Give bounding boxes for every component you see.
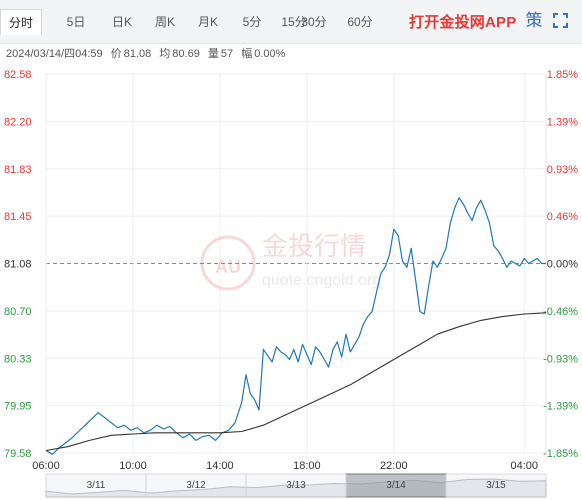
y-tick-label: 82.58 <box>4 69 32 81</box>
tab-60-min[interactable]: 60分 <box>347 15 373 29</box>
y-pct-tick-label: 0.93% <box>547 164 578 176</box>
change-value: 0.00% <box>254 48 286 60</box>
price-line <box>45 197 546 455</box>
intraday-chart[interactable]: AU 金投行情 quote.cngold.org 82.58 1.85% 82.20… <box>0 64 582 500</box>
volume-label: 量 <box>207 48 219 60</box>
y-tick-label: 79.95 <box>4 401 32 413</box>
y-pct-tick-label: 1.85% <box>547 69 578 81</box>
period-tab-bar: 分时 5日 日K 周K 月K 5分 15分 30分 60分 打开金投网APP 策 <box>0 0 582 44</box>
x-axis-labels: 06:00 10:00 14:00 18:00 22:00 04:00 <box>32 460 538 472</box>
y-pct-tick-label: 0.46% <box>547 211 578 223</box>
y-pct-tick-label: -0.93% <box>543 353 578 365</box>
x-tick-label: 10:00 <box>119 460 147 472</box>
quote-datetime: 2024/03/14/四04:59 <box>6 48 103 60</box>
y-pct-tick-label: -0.46% <box>543 306 578 318</box>
gear-icon[interactable]: 策 <box>525 11 543 30</box>
price-label: 价 <box>110 48 122 60</box>
time-navigator[interactable]: 3/11 3/12 3/13 3/14 3/15 <box>45 473 547 498</box>
chart-series <box>45 197 547 455</box>
plot-frame <box>45 73 547 454</box>
tab-weekly-k[interactable]: 周K <box>154 15 175 29</box>
tab-monthly-k[interactable]: 月K <box>197 15 218 29</box>
x-tick-label: 22:00 <box>380 460 408 472</box>
y-pct-tick-label: -1.39% <box>543 401 578 413</box>
x-tick-label: 04:00 <box>510 460 538 472</box>
quote-info-line: 2024/03/14/四04:59 价 81.08 均 80.69 量 57 幅 0.0… <box>6 44 290 64</box>
tab-intraday[interactable]: 分时 <box>0 9 42 35</box>
y-pct-tick-label: 1.39% <box>547 116 578 128</box>
price-value: 81.08 <box>123 48 152 60</box>
chart-grid <box>45 73 547 454</box>
x-tick-label: 06:00 <box>32 460 60 472</box>
tab-30-min[interactable]: 30分 <box>301 15 327 29</box>
navigator-label: 3/14 <box>386 480 406 491</box>
fullscreen-icon[interactable] <box>553 13 568 28</box>
watermark-badge <box>200 235 256 291</box>
change-label: 幅 <box>241 48 253 60</box>
y-tick-label: 81.45 <box>4 211 32 223</box>
navigator-label: 3/11 <box>87 480 106 491</box>
average-line <box>45 312 547 452</box>
avg-label: 均 <box>159 48 171 60</box>
watermark: AU 金投行情 quote.cngold.org <box>200 232 381 291</box>
y-tick-label: 81.83 <box>4 164 32 176</box>
watermark-url: quote.cngold.org <box>262 272 381 289</box>
navigator-label: 3/12 <box>186 480 206 491</box>
avg-value: 80.69 <box>172 48 200 60</box>
navigator-label: 3/13 <box>286 480 306 491</box>
y-tick-label: 81.08 <box>4 259 32 271</box>
tab-5-day[interactable]: 5日 <box>66 15 86 29</box>
x-tick-label: 14:00 <box>206 460 234 472</box>
watermark-brand: 金投行情 <box>262 232 366 262</box>
tab-daily-k[interactable]: 日K <box>111 15 132 29</box>
x-tick-label: 18:00 <box>293 460 321 472</box>
tab-5-min[interactable]: 5分 <box>242 15 262 29</box>
y-axis-labels: 82.58 1.85% 82.20 1.39% 81.83 0.93% 81.45 0.46%… <box>4 69 578 460</box>
y-tick-label: 80.70 <box>4 306 32 318</box>
navigator-label: 3/15 <box>486 480 506 491</box>
watermark-badge-text: AU <box>215 257 241 277</box>
y-pct-tick-label: 0.00% <box>547 259 578 271</box>
y-tick-label: 80.33 <box>4 353 32 365</box>
y-tick-label: 79.58 <box>4 448 32 460</box>
volume-value: 57 <box>220 48 234 60</box>
open-app-link[interactable]: 打开金投网APP <box>409 14 517 31</box>
y-pct-tick-label: -1.85% <box>543 448 578 460</box>
y-tick-label: 82.20 <box>4 116 32 128</box>
tab-15-min[interactable]: 15分 <box>281 15 307 29</box>
